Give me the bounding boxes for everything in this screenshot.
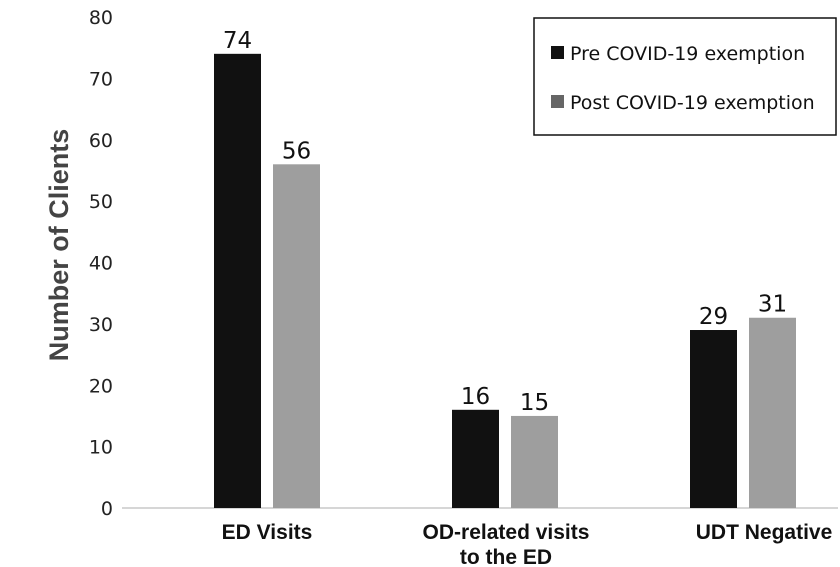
category-label: OD-related visits (423, 521, 590, 544)
data-label: 29 (699, 304, 728, 330)
data-label: 56 (282, 138, 311, 164)
bar-post-0 (273, 164, 320, 509)
y-axis-label: Number of Clients (44, 129, 74, 362)
y-axis-ticks: 0 10 20 30 40 50 60 70 80 (89, 7, 113, 520)
legend-label-pre: Pre COVID-19 exemption (570, 43, 805, 65)
bar-post-1 (511, 415, 558, 508)
legend-box (533, 17, 837, 136)
bar-pre-2 (690, 330, 737, 508)
category-label: ED Visits (222, 521, 313, 544)
data-label: 31 (758, 292, 787, 318)
y-tick-label: 80 (89, 7, 113, 29)
bar-pre-1 (452, 409, 499, 508)
bar-post-2 (749, 317, 796, 508)
y-tick-label: 70 (89, 68, 113, 90)
category-label: to the ED (460, 546, 552, 567)
category-label: UDT Negative (696, 521, 833, 544)
data-label: 15 (520, 390, 549, 416)
y-tick-label: 50 (89, 191, 113, 213)
data-label: 16 (461, 384, 490, 410)
legend-swatch-pre (551, 46, 564, 59)
y-tick-label: 40 (89, 253, 113, 275)
legend: Pre COVID-19 exemption Post COVID-19 exe… (533, 17, 837, 136)
y-tick-label: 0 (101, 498, 113, 520)
bars-group (214, 53, 796, 509)
data-labels-group: 74 16 29 56 15 31 (223, 28, 787, 416)
y-tick-label: 20 (89, 375, 113, 397)
bar-pre-0 (214, 53, 261, 508)
y-tick-label: 60 (89, 130, 113, 152)
legend-swatch-post (551, 95, 564, 108)
legend-label-post: Post COVID-19 exemption (570, 92, 815, 114)
data-label: 74 (223, 28, 252, 54)
y-tick-label: 10 (89, 437, 113, 459)
y-tick-label: 30 (89, 314, 113, 336)
